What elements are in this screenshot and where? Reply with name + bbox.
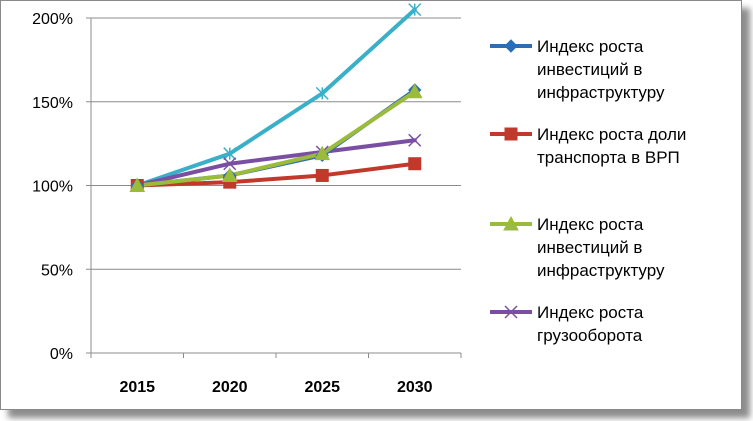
legend-marker-3-stroke xyxy=(504,305,518,319)
data-point-2 xyxy=(314,145,331,161)
series-lines xyxy=(135,7,417,188)
y-tick-labels: 0% 50% 100% 150% 200% xyxy=(32,11,73,363)
legend: Индекс роста инвестиций в инфраструктуру Ин… xyxy=(490,37,686,345)
y-tick-label: 200% xyxy=(32,11,73,28)
data-point-4 xyxy=(408,3,422,17)
legend-label-2: инвестиций в xyxy=(537,238,642,257)
data-point-2 xyxy=(129,177,146,192)
legend-marker-2 xyxy=(503,215,519,231)
series-line-3 xyxy=(135,138,417,188)
x-tick-label: 2030 xyxy=(397,379,433,396)
x-tick-labels: 2015 2020 2025 2030 xyxy=(119,379,432,396)
data-point-1 xyxy=(408,157,422,171)
legend-label-3: грузооборота xyxy=(537,326,643,345)
legend-label-0: инвестиций в xyxy=(537,60,642,79)
data-point-3 xyxy=(223,157,237,171)
x-tick-label: 2025 xyxy=(304,379,340,396)
x-tick-label: 2020 xyxy=(212,379,248,396)
x-tick-label: 2015 xyxy=(119,379,155,396)
series-line-1 xyxy=(135,161,417,188)
legend-label-2: Индекс роста xyxy=(537,215,644,234)
series-markers xyxy=(129,3,423,193)
data-point-3-stroke xyxy=(223,157,237,171)
data-point-3 xyxy=(408,133,422,147)
legend-label-2: инфраструктуру xyxy=(537,261,665,280)
legend-label-1: Индекс роста доли xyxy=(537,125,686,144)
data-point-4 xyxy=(315,86,329,100)
grid-lines xyxy=(91,17,461,270)
axes xyxy=(86,17,462,358)
y-tick-label: 150% xyxy=(32,95,73,112)
data-point-1 xyxy=(315,168,329,182)
legend-label-1: транспорта в ВРП xyxy=(537,148,680,167)
series-line-2 xyxy=(135,89,417,188)
data-point-4 xyxy=(223,147,237,161)
data-point-2 xyxy=(406,83,423,99)
legend-marker-0 xyxy=(504,39,518,53)
y-tick-label: 100% xyxy=(32,179,73,196)
chart-frame xyxy=(0,0,742,410)
data-point-2 xyxy=(221,167,238,182)
legend-label-3: Индекс роста xyxy=(537,303,644,322)
y-tick-label: 0% xyxy=(50,346,73,363)
legend-marker-3 xyxy=(504,305,518,319)
legend-label-0: инфраструктуру xyxy=(537,83,665,102)
y-tick-label: 50% xyxy=(41,262,73,279)
legend-label-0: Индекс роста xyxy=(537,37,644,56)
series-line-4 xyxy=(135,7,417,188)
legend-marker-1 xyxy=(504,127,518,141)
data-point-3-stroke xyxy=(408,133,422,147)
